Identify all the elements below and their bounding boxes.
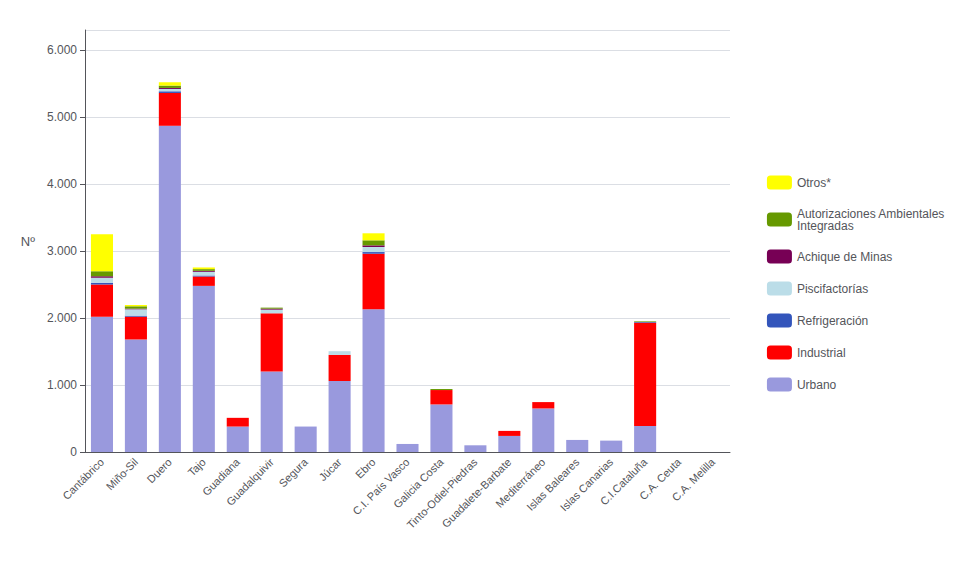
svg-text:Achique de Minas: Achique de Minas xyxy=(797,250,892,264)
svg-text:Islas Canarias: Islas Canarias xyxy=(557,455,616,514)
svg-text:Duero: Duero xyxy=(144,456,174,486)
svg-text:Integradas: Integradas xyxy=(797,219,854,233)
svg-text:Mediterráneo: Mediterráneo xyxy=(493,455,548,510)
svg-text:Piscifactorías: Piscifactorías xyxy=(797,282,868,296)
svg-text:Nº: Nº xyxy=(21,234,35,249)
svg-text:Cantábrico: Cantábrico xyxy=(60,456,106,502)
svg-text:C.A. Melilla: C.A. Melilla xyxy=(670,455,718,503)
svg-text:4.000: 4.000 xyxy=(47,177,77,191)
svg-text:Segura: Segura xyxy=(276,455,310,489)
svg-text:Refrigeración: Refrigeración xyxy=(797,314,868,328)
svg-text:C.I. País Vasco: C.I. País Vasco xyxy=(350,456,411,517)
svg-text:0: 0 xyxy=(70,445,77,459)
svg-text:Guadalquivir: Guadalquivir xyxy=(224,456,276,508)
svg-text:Júcar: Júcar xyxy=(316,456,344,484)
svg-text:Tajo: Tajo xyxy=(185,456,208,479)
svg-text:C.A. Ceuta: C.A. Ceuta xyxy=(636,455,684,503)
svg-text:Industrial: Industrial xyxy=(797,346,846,360)
svg-text:1.000: 1.000 xyxy=(47,378,77,392)
svg-text:Islas Baleares: Islas Baleares xyxy=(524,455,582,513)
svg-text:C.I.Cataluña: C.I.Cataluña xyxy=(597,455,650,508)
svg-text:Guadalete-Barbate: Guadalete-Barbate xyxy=(439,455,514,530)
svg-text:3.000: 3.000 xyxy=(47,244,77,258)
svg-text:Miño-Sil: Miño-Sil xyxy=(104,456,141,493)
svg-text:Guadiana: Guadiana xyxy=(199,455,242,498)
svg-text:Otros*: Otros* xyxy=(797,176,831,190)
svg-text:Tinto-Odiel-Piedras: Tinto-Odiel-Piedras xyxy=(404,455,480,531)
svg-text:2.000: 2.000 xyxy=(47,311,77,325)
svg-text:6.000: 6.000 xyxy=(47,43,77,57)
svg-text:Autorizaciones Ambientales: Autorizaciones Ambientales xyxy=(796,206,945,221)
svg-text:Urbano: Urbano xyxy=(797,378,837,392)
svg-text:Ebro: Ebro xyxy=(353,456,378,481)
svg-text:5.000: 5.000 xyxy=(47,110,77,124)
svg-text:Galicia Costa: Galicia Costa xyxy=(391,455,446,511)
